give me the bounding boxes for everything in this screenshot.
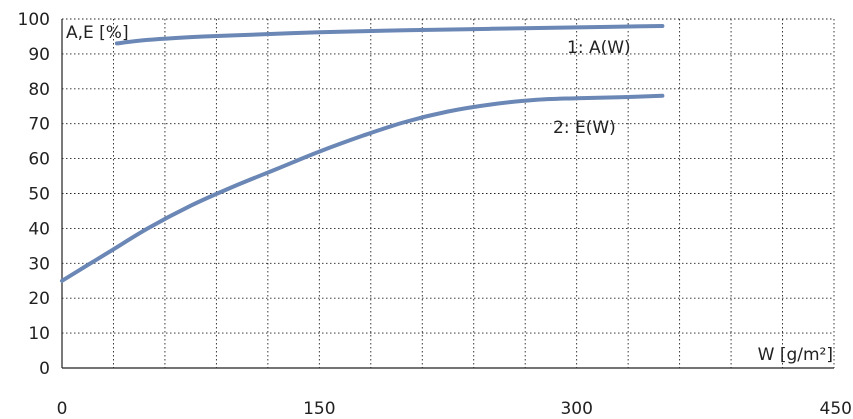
series-label-e-w: 2: E(W): [553, 118, 616, 138]
y-tick-label: 30: [28, 254, 50, 274]
series-line-e-w: [60, 93, 665, 283]
y-tick-label: 70: [28, 115, 50, 135]
x-tick-labels: 0 150 300 450: [57, 399, 852, 419]
x-tick-label: 150: [303, 399, 335, 419]
y-tick-label: 20: [28, 289, 50, 309]
y-tick-label: 50: [28, 185, 50, 205]
y-tick-label: 100: [18, 10, 50, 30]
x-tick-label: 300: [560, 399, 592, 419]
y-tick-label: 0: [39, 359, 50, 379]
series-label-a-w: 1: A(W): [567, 38, 631, 58]
y-tick-label: 40: [28, 219, 50, 239]
y-tick-labels: 0 10 20 30 40 50 60 70 80 90 100: [18, 10, 50, 379]
grid-lines: [62, 18, 835, 368]
y-tick-label: 80: [28, 80, 50, 100]
y-tick-label: 10: [28, 324, 50, 344]
y-tick-label: 90: [28, 45, 50, 65]
y-tick-label: 60: [28, 150, 50, 170]
series-line-a-w: [114, 24, 665, 46]
series-lines: [60, 24, 665, 283]
x-tick-label: 450: [820, 399, 852, 419]
y-axis-label: A,E [%]: [66, 23, 129, 43]
x-axis-label: W [g/m²]: [758, 345, 833, 365]
x-tick-label: 0: [57, 399, 68, 419]
